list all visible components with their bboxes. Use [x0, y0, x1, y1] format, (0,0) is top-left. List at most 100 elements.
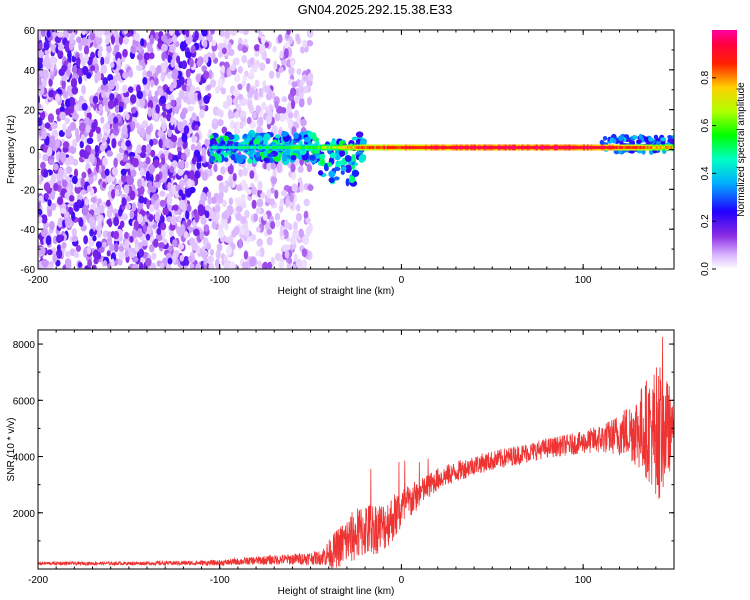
heatmap-x-tick-label: -200: [28, 275, 48, 286]
signal-line-cell: [672, 146, 674, 149]
signal-line-cell: [621, 146, 624, 149]
heatmap-cell: [197, 92, 202, 101]
heatmap-cell: [44, 48, 50, 56]
heatmap-cell: [110, 189, 116, 199]
heatmap-cell: [218, 50, 224, 58]
signal-line-cell: [366, 146, 370, 149]
heatmap-cell: [333, 166, 341, 172]
signal-line-cell: [257, 146, 261, 149]
signal-line-cell: [521, 146, 524, 149]
signal-line-cell: [624, 146, 628, 149]
heatmap-cell: [96, 30, 103, 38]
heatmap-y-tick-label: 40: [24, 66, 36, 77]
heatmap-cell: [161, 121, 167, 132]
heatmap-cell: [189, 170, 196, 180]
heatmap-cell: [138, 248, 145, 258]
heatmap-cell: [38, 94, 41, 105]
heatmap-cell: [267, 261, 273, 269]
signal-line-cell: [259, 146, 262, 149]
heatmap-cell: [299, 46, 305, 54]
heatmap-cell: [128, 252, 136, 259]
heatmap-cell: [256, 198, 264, 208]
heatmap-cell: [169, 223, 176, 231]
heatmap-cell: [191, 112, 197, 121]
heatmap-cell: [107, 99, 115, 110]
heatmap-cell: [59, 111, 66, 121]
signal-line-cell: [385, 146, 388, 149]
heatmap-cell: [194, 30, 199, 41]
heatmap-cell: [64, 218, 72, 226]
heatmap-cell: [196, 160, 202, 170]
signal-line-cell: [477, 146, 480, 149]
signal-line-cell: [308, 146, 311, 149]
signal-line-cell: [310, 146, 313, 149]
heatmap-cell: [201, 30, 208, 37]
heatmap-cell: [235, 184, 243, 192]
heatmap-cell: [355, 131, 364, 138]
signal-line-cell: [470, 146, 473, 149]
heatmap-y-tick-label: 0: [29, 146, 35, 157]
heatmap-cell: [210, 210, 216, 221]
heatmap-cell: [212, 140, 217, 145]
heatmap-cell: [64, 117, 70, 125]
heatmap-cell: [273, 156, 281, 163]
heatmap-cell: [97, 222, 102, 232]
heatmap-cell: [102, 76, 109, 87]
heatmap-cell: [154, 211, 161, 223]
heatmap-cell: [85, 125, 91, 134]
heatmap-cell: [293, 253, 298, 263]
heatmap-cell: [161, 34, 168, 42]
heatmap-cell: [88, 216, 95, 225]
heatmap-cell: [73, 251, 80, 259]
signal-line-cell: [566, 146, 569, 149]
heatmap-cell: [79, 122, 87, 133]
signal-line-cell: [317, 146, 321, 149]
heatmap-cell: [147, 180, 153, 192]
heatmap-cell: [307, 72, 314, 82]
heatmap-cell: [81, 65, 89, 76]
heatmap-cell: [206, 242, 212, 251]
heatmap-cell: [183, 231, 189, 239]
heatmap-cell: [97, 49, 102, 59]
signal-line-cell: [488, 146, 491, 149]
heatmap-cell: [121, 213, 128, 221]
heatmap-cell: [145, 143, 152, 154]
heatmap-cell: [280, 59, 287, 66]
heatmap-cell: [142, 69, 148, 80]
heatmap-cell: [170, 135, 178, 143]
heatmap-cell: [251, 186, 257, 195]
heatmap-cell: [82, 205, 89, 216]
heatmap-cell: [304, 136, 312, 143]
signal-line-cell: [530, 146, 533, 149]
heatmap-cell: [193, 149, 201, 158]
heatmap-cell: [181, 30, 187, 36]
heatmap-cell: [142, 224, 148, 233]
heatmap-cell: [278, 66, 284, 73]
signal-line-cell: [454, 146, 457, 149]
heatmap-cell: [133, 220, 139, 230]
heatmap-cell: [113, 157, 118, 168]
signal-line-cell: [628, 146, 631, 149]
heatmap-cell: [268, 153, 275, 158]
heatmap-cell: [62, 141, 70, 149]
signal-line-cell: [301, 146, 304, 149]
heatmap-cell: [280, 190, 288, 197]
signal-line-cell: [306, 146, 310, 149]
heatmap-cell: [203, 95, 210, 104]
colorbar-tick-label: 0.0: [700, 262, 711, 276]
signal-line-cell: [319, 146, 322, 149]
heatmap-cell: [306, 30, 314, 38]
heatmap-cell: [224, 30, 231, 39]
heatmap-cell: [186, 77, 192, 87]
heatmap-cell: [306, 163, 313, 173]
heatmap-cell: [153, 201, 160, 211]
heatmap-cell: [238, 154, 246, 160]
heatmap-cell: [44, 122, 51, 129]
heatmap-cell: [83, 235, 89, 245]
heatmap-cell: [111, 167, 118, 176]
heatmap-cell: [244, 70, 249, 77]
signal-line-cell: [561, 146, 564, 149]
signal-line-cell: [294, 146, 297, 149]
heatmap-cell: [64, 107, 71, 115]
signal-line-cell: [517, 146, 520, 149]
